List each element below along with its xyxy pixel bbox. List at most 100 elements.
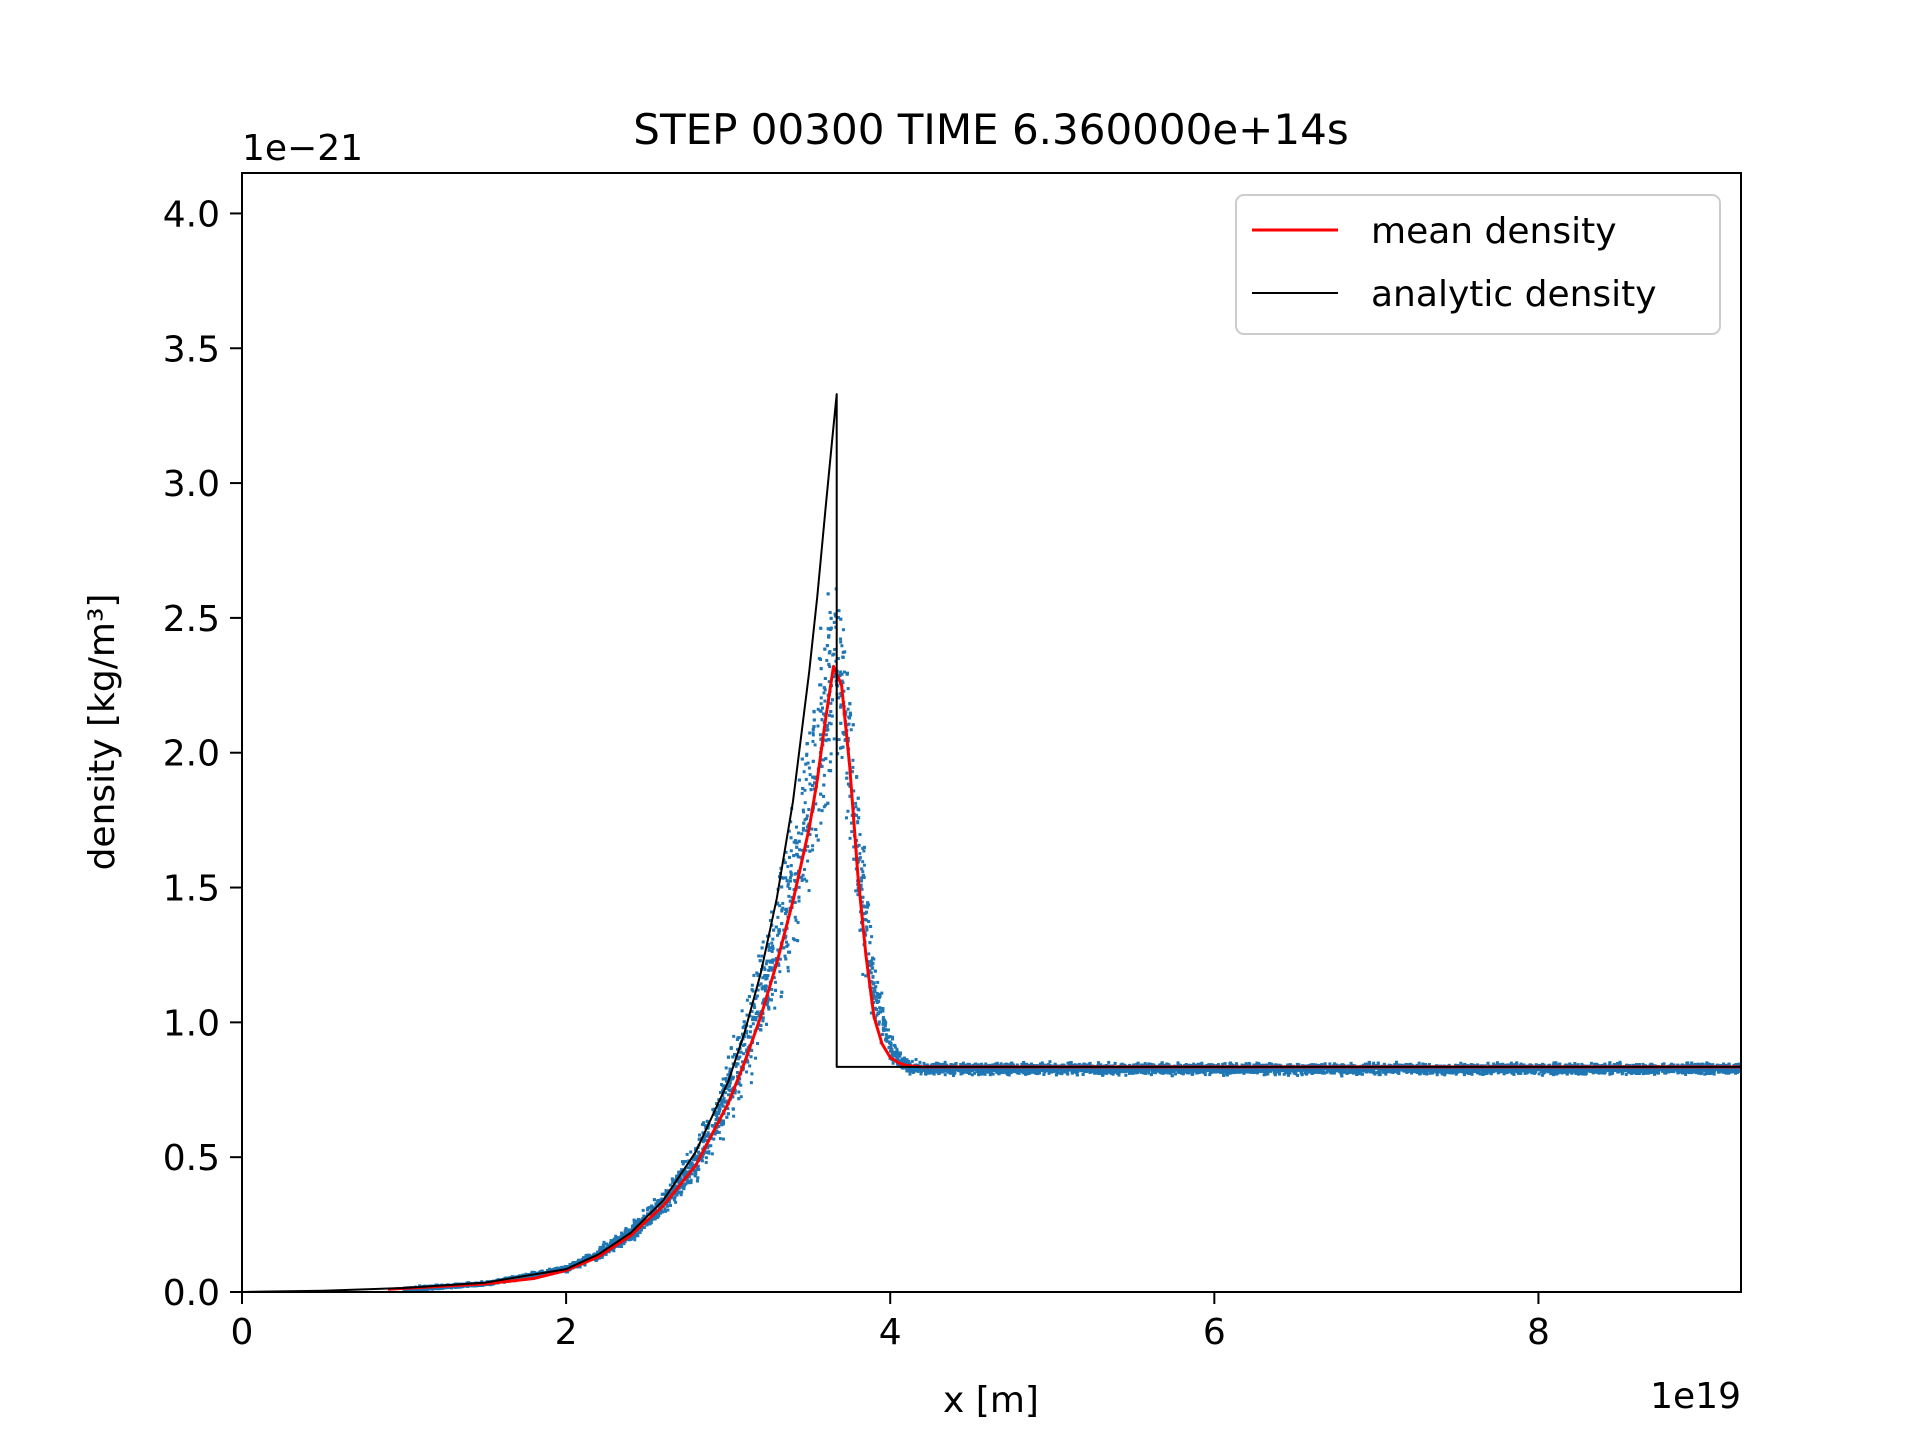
particle-point — [738, 1050, 742, 1054]
particle-point — [745, 1070, 749, 1074]
particle-point — [1608, 1072, 1612, 1076]
particle-point — [765, 1000, 769, 1004]
particle-point — [980, 1062, 984, 1066]
particle-point — [787, 894, 791, 898]
particle-point — [822, 805, 826, 809]
particle-point — [652, 1215, 656, 1219]
particle-point — [850, 830, 854, 834]
particle-point — [1395, 1060, 1399, 1064]
particle-point — [829, 752, 833, 756]
particle-point — [1328, 1062, 1332, 1066]
particle-point — [682, 1172, 686, 1176]
particle-point — [1323, 1062, 1327, 1066]
particle-point — [752, 973, 756, 977]
particle-point — [794, 825, 798, 829]
particle-point — [1124, 1069, 1128, 1073]
particle-point — [860, 887, 864, 891]
particle-point — [1047, 1071, 1051, 1075]
particle-point — [1082, 1069, 1086, 1073]
particle-point — [745, 1048, 749, 1052]
particle-point — [724, 1079, 728, 1083]
particle-point — [862, 863, 866, 867]
particle-point — [748, 1064, 752, 1068]
particle-point — [1139, 1070, 1143, 1074]
particle-point — [637, 1221, 641, 1225]
particle-point — [784, 850, 788, 854]
particle-point — [861, 870, 865, 874]
particle-point — [1580, 1062, 1584, 1066]
particle-point — [701, 1123, 705, 1127]
particle-point — [1349, 1061, 1353, 1065]
particle-point — [789, 873, 793, 877]
particle-point — [1672, 1063, 1676, 1067]
particle-point — [813, 743, 817, 747]
particle-point — [860, 876, 864, 880]
particle-point — [1705, 1061, 1709, 1065]
particle-point — [737, 1090, 741, 1094]
particle-point — [952, 1074, 956, 1078]
particle-point — [712, 1112, 716, 1116]
particle-point — [736, 1047, 740, 1051]
particle-point — [1192, 1062, 1196, 1066]
particle-point — [1042, 1073, 1046, 1077]
particle-point — [756, 988, 760, 992]
particle-point — [822, 691, 826, 695]
particle-point — [829, 701, 833, 705]
particle-point — [760, 987, 764, 991]
particle-point — [745, 1029, 749, 1033]
particle-point — [841, 681, 845, 685]
particle-point — [689, 1178, 693, 1182]
particle-point — [1217, 1063, 1221, 1067]
particle-point — [718, 1137, 722, 1141]
particle-point — [1647, 1067, 1651, 1071]
particle-point — [801, 873, 805, 877]
particle-point — [757, 954, 761, 958]
particle-point — [842, 689, 846, 693]
particle-point — [723, 1091, 727, 1095]
particle-point — [750, 1072, 754, 1076]
particle-point — [1107, 1060, 1111, 1064]
particle-point — [751, 1015, 755, 1019]
particle-point — [644, 1215, 648, 1219]
particle-point — [984, 1062, 988, 1066]
particle-point — [732, 1114, 736, 1118]
particle-point — [977, 1063, 981, 1067]
particle-point — [765, 1003, 769, 1007]
particle-point — [823, 688, 827, 692]
particle-point — [750, 1048, 754, 1052]
particle-point — [811, 731, 815, 735]
particle-point — [587, 1253, 591, 1257]
particle-point — [824, 803, 828, 807]
particle-point — [664, 1209, 668, 1213]
particle-point — [739, 1083, 743, 1087]
particle-point — [845, 816, 849, 820]
particle-point — [837, 616, 841, 620]
particle-point — [784, 934, 788, 938]
particle-point — [623, 1240, 627, 1244]
particle-point — [869, 971, 873, 975]
particle-point — [864, 933, 868, 937]
particle-point — [654, 1215, 658, 1219]
particle-point — [858, 832, 862, 836]
particle-point — [1669, 1062, 1673, 1066]
particle-point — [721, 1137, 725, 1141]
particle-point — [685, 1152, 689, 1156]
particle-point — [816, 707, 820, 711]
particle-point — [745, 1013, 749, 1017]
particle-point — [1022, 1060, 1026, 1064]
particle-point — [1040, 1061, 1044, 1065]
particle-point — [717, 1106, 721, 1110]
particle-point — [597, 1256, 601, 1260]
particle-point — [1070, 1071, 1074, 1075]
particle-point — [891, 1061, 895, 1065]
particle-point — [1029, 1062, 1033, 1066]
particle-point — [786, 969, 790, 973]
particle-point — [1577, 1072, 1581, 1076]
particle-point — [825, 724, 829, 728]
particle-point — [827, 721, 831, 725]
particle-point — [812, 709, 816, 713]
particle-point — [793, 915, 797, 919]
particle-point — [781, 906, 785, 910]
particle-point — [805, 817, 809, 821]
particle-point — [875, 991, 879, 995]
